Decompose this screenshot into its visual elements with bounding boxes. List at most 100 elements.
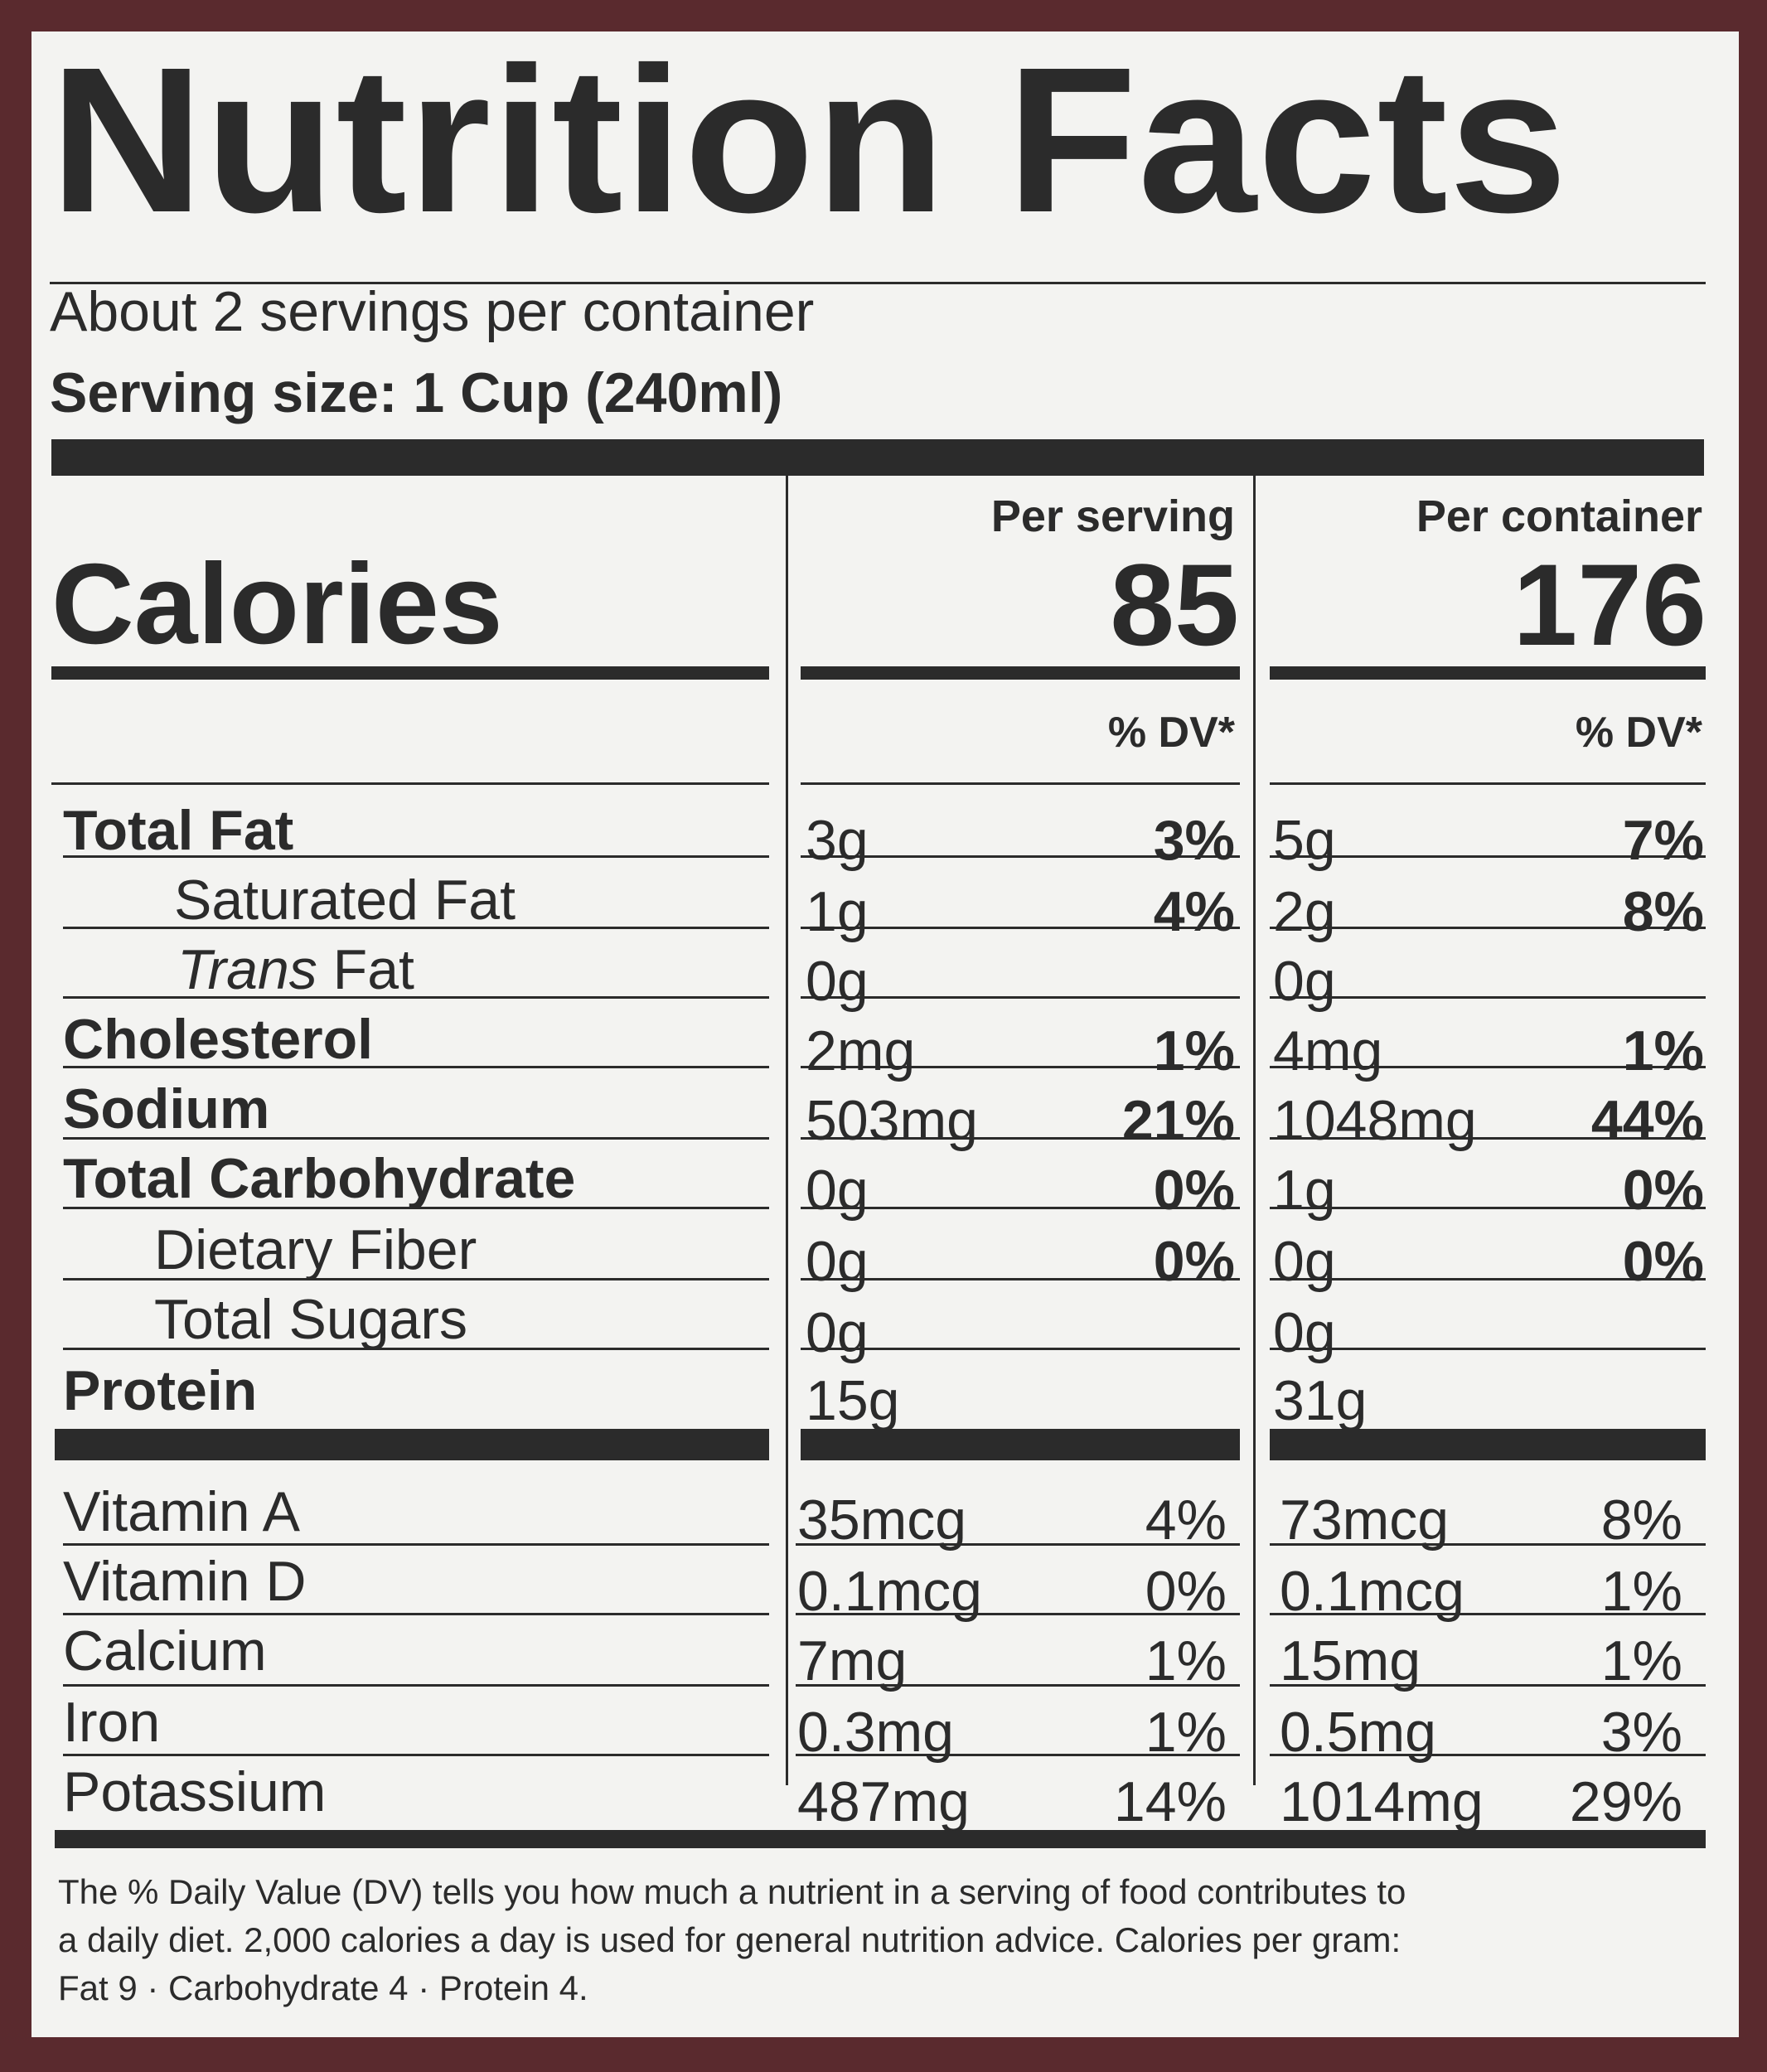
- dv-rule-container: [1270, 782, 1706, 785]
- container-dv-total-carbohydrate: 0%: [1622, 1159, 1704, 1222]
- container-amount-cholesterol: 4mg: [1273, 1019, 1383, 1082]
- mineral-name-iron: Iron: [63, 1691, 161, 1754]
- protein-bar-container: [1270, 1429, 1706, 1460]
- row-rule: [63, 996, 769, 999]
- container-amount-vitamin-d: 0.1mcg: [1280, 1560, 1464, 1623]
- row-rule: [63, 1613, 769, 1615]
- nutrient-name-trans-fat: Trans Fat: [177, 942, 414, 998]
- row-rule: [63, 1348, 769, 1350]
- dv-header-container: % DV*: [1575, 709, 1702, 757]
- row-rule: [796, 1684, 1240, 1687]
- container-dv-saturated-fat: 8%: [1622, 880, 1704, 943]
- container-dv-iron: 3%: [1600, 1701, 1682, 1764]
- nutrient-name-total-sugars: Total Sugars: [154, 1288, 467, 1351]
- serving-amount-dietary-fiber: 0g: [806, 1230, 869, 1293]
- nutrient-name-cholesterol: Cholesterol: [63, 1008, 374, 1071]
- nutrient-name-total-fat: Total Fat: [63, 799, 294, 862]
- row-rule: [63, 1754, 769, 1756]
- row-rule: [1270, 1348, 1706, 1350]
- row-rule: [1270, 1207, 1706, 1209]
- mineral-name-calcium: Calcium: [63, 1619, 267, 1682]
- protein-bar-name: [55, 1429, 769, 1460]
- container-dv-cholesterol: 1%: [1622, 1019, 1704, 1082]
- row-rule: [63, 1278, 769, 1280]
- row-rule: [1270, 855, 1706, 858]
- serving-dv-calcium: 1%: [1145, 1629, 1227, 1692]
- serving-dv-sodium: 21%: [1121, 1089, 1235, 1152]
- row-rule: [1270, 927, 1706, 929]
- row-rule: [63, 927, 769, 929]
- container-dv-dietary-fiber: 0%: [1622, 1230, 1704, 1293]
- calories-label: Calories: [51, 540, 503, 668]
- calories-per-container: 176: [1513, 540, 1706, 670]
- serving-size: Serving size: 1 Cup (240ml): [50, 361, 783, 424]
- row-rule: [801, 927, 1240, 929]
- trans-italic: Trans: [177, 938, 317, 1001]
- row-rule: [801, 1278, 1240, 1280]
- serving-dv-total-carbohydrate: 0%: [1153, 1159, 1235, 1222]
- per-container-header: Per container: [1416, 491, 1702, 541]
- dv-rule-serving: [801, 782, 1240, 785]
- row-rule: [63, 1137, 769, 1140]
- nutrient-name-dietary-fiber: Dietary Fiber: [154, 1218, 477, 1281]
- serving-amount-trans-fat: 0g: [806, 950, 869, 1013]
- row-rule: [63, 1684, 769, 1687]
- serving-amount-vitamin-a: 35mcg: [797, 1489, 967, 1552]
- serving-amount-total-carbohydrate: 0g: [806, 1159, 869, 1222]
- row-rule: [1270, 1543, 1706, 1546]
- container-amount-total-sugars: 0g: [1273, 1301, 1336, 1364]
- container-amount-dietary-fiber: 0g: [1273, 1230, 1336, 1293]
- calories-bar-name: [51, 666, 769, 680]
- serving-amount-protein: 15g: [806, 1369, 900, 1432]
- row-rule: [801, 996, 1240, 999]
- serving-dv-iron: 1%: [1145, 1701, 1227, 1764]
- row-rule: [1270, 1754, 1706, 1756]
- container-amount-total-fat: 5g: [1273, 809, 1336, 872]
- serving-dv-saturated-fat: 4%: [1153, 880, 1235, 943]
- serving-dv-cholesterol: 1%: [1153, 1019, 1235, 1082]
- serving-dv-vitamin-a: 4%: [1145, 1489, 1227, 1552]
- dv-rule-name: [51, 782, 769, 785]
- serving-amount-total-sugars: 0g: [806, 1301, 869, 1364]
- column-divider-container: [1253, 476, 1256, 1785]
- nutrient-name-sodium: Sodium: [63, 1077, 270, 1140]
- trans-fat-rest: Fat: [317, 938, 414, 1001]
- serving-amount-cholesterol: 2mg: [806, 1019, 916, 1082]
- row-rule: [801, 1066, 1240, 1068]
- serving-amount-potassium: 487mg: [797, 1770, 970, 1833]
- calories-bar-container: [1270, 666, 1706, 680]
- serving-amount-total-fat: 3g: [806, 809, 869, 872]
- nutrient-name-saturated-fat: Saturated Fat: [174, 869, 516, 932]
- row-rule: [1270, 1684, 1706, 1687]
- row-rule: [63, 1543, 769, 1546]
- container-amount-calcium: 15mg: [1280, 1629, 1421, 1692]
- dv-header-serving: % DV*: [1107, 709, 1235, 757]
- footnote-thick-bar: [55, 1830, 1706, 1848]
- serving-dv-total-fat: 3%: [1153, 809, 1235, 872]
- container-amount-sodium: 1048mg: [1273, 1089, 1477, 1152]
- vitamin-name-d: Vitamin D: [63, 1550, 307, 1613]
- serving-amount-saturated-fat: 1g: [806, 880, 869, 943]
- servings-per-container: About 2 servings per container: [50, 280, 815, 343]
- row-rule: [1270, 1137, 1706, 1140]
- serving-amount-vitamin-d: 0.1mcg: [797, 1560, 982, 1623]
- row-rule: [796, 1543, 1240, 1546]
- container-amount-potassium: 1014mg: [1280, 1770, 1484, 1833]
- serving-amount-calcium: 7mg: [797, 1629, 908, 1692]
- column-divider-serving: [786, 476, 788, 1785]
- row-rule: [63, 1066, 769, 1068]
- per-serving-header: Per serving: [990, 491, 1235, 541]
- serving-dv-vitamin-d: 0%: [1145, 1560, 1227, 1623]
- title-divider: [50, 282, 1706, 284]
- container-dv-vitamin-a: 8%: [1600, 1489, 1682, 1552]
- calories-bar-serving: [801, 666, 1240, 680]
- row-rule: [63, 855, 769, 858]
- nutrient-name-protein: Protein: [63, 1359, 258, 1422]
- label-title: Nutrition Facts: [50, 24, 1569, 255]
- container-amount-saturated-fat: 2g: [1273, 880, 1336, 943]
- serving-dv-potassium: 14%: [1113, 1770, 1227, 1833]
- container-amount-trans-fat: 0g: [1273, 950, 1336, 1013]
- row-rule: [801, 1137, 1240, 1140]
- nutrient-name-total-carbohydrate: Total Carbohydrate: [63, 1147, 576, 1210]
- footnote-line-3: Fat 9 · Carbohydrate 4 · Protein 4.: [58, 1968, 588, 2007]
